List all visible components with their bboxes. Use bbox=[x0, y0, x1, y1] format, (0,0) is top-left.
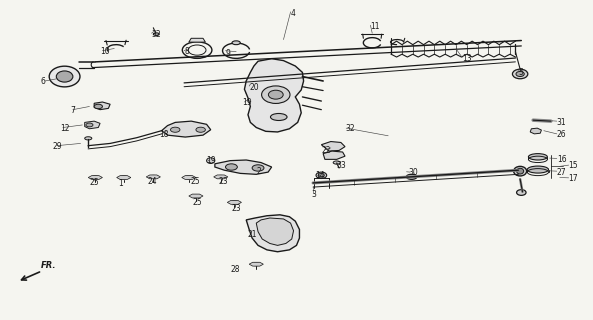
Polygon shape bbox=[256, 218, 294, 245]
Circle shape bbox=[170, 127, 180, 132]
Ellipse shape bbox=[517, 190, 526, 196]
Ellipse shape bbox=[516, 71, 524, 76]
Polygon shape bbox=[244, 59, 304, 132]
Polygon shape bbox=[246, 215, 299, 252]
Ellipse shape bbox=[49, 66, 80, 87]
Text: FR.: FR. bbox=[41, 261, 56, 270]
Text: 17: 17 bbox=[569, 174, 578, 183]
Ellipse shape bbox=[269, 90, 283, 99]
Text: 25: 25 bbox=[190, 177, 200, 186]
Text: 7: 7 bbox=[71, 106, 75, 115]
Ellipse shape bbox=[154, 33, 160, 36]
Polygon shape bbox=[146, 175, 161, 179]
Ellipse shape bbox=[56, 71, 73, 82]
Circle shape bbox=[86, 123, 93, 127]
Circle shape bbox=[225, 164, 237, 170]
Polygon shape bbox=[117, 176, 131, 180]
Ellipse shape bbox=[119, 176, 128, 179]
Text: 29: 29 bbox=[53, 142, 62, 151]
Text: 26: 26 bbox=[557, 130, 566, 139]
Polygon shape bbox=[181, 176, 196, 180]
Text: 27: 27 bbox=[557, 168, 566, 177]
Ellipse shape bbox=[252, 263, 261, 266]
Text: 15: 15 bbox=[569, 161, 578, 170]
Ellipse shape bbox=[512, 69, 528, 79]
Text: 23: 23 bbox=[218, 177, 228, 186]
Text: 19: 19 bbox=[206, 156, 216, 165]
Ellipse shape bbox=[85, 137, 92, 140]
Text: 28: 28 bbox=[230, 265, 240, 275]
Text: 2: 2 bbox=[256, 167, 261, 176]
Text: 14: 14 bbox=[315, 172, 325, 180]
Text: 30: 30 bbox=[409, 168, 419, 177]
Ellipse shape bbox=[232, 41, 240, 45]
Text: 1: 1 bbox=[118, 180, 123, 188]
Text: 8: 8 bbox=[184, 47, 189, 56]
Text: 32: 32 bbox=[345, 124, 355, 133]
Polygon shape bbox=[215, 160, 272, 174]
Text: 12: 12 bbox=[60, 124, 69, 133]
Text: 25: 25 bbox=[90, 178, 99, 187]
Text: 32: 32 bbox=[152, 30, 161, 39]
Polygon shape bbox=[189, 194, 203, 198]
Text: 3: 3 bbox=[311, 190, 316, 199]
Text: 22: 22 bbox=[321, 146, 331, 155]
Circle shape bbox=[252, 165, 264, 171]
Polygon shape bbox=[94, 102, 110, 110]
Ellipse shape bbox=[91, 176, 100, 179]
Text: 5: 5 bbox=[518, 68, 523, 77]
Ellipse shape bbox=[149, 175, 158, 179]
Ellipse shape bbox=[270, 114, 287, 121]
Text: 9: 9 bbox=[225, 49, 231, 58]
Polygon shape bbox=[249, 262, 263, 266]
Polygon shape bbox=[321, 141, 345, 151]
Ellipse shape bbox=[406, 174, 417, 180]
Polygon shape bbox=[323, 151, 345, 159]
Circle shape bbox=[94, 104, 103, 109]
Ellipse shape bbox=[262, 86, 290, 103]
Text: 21: 21 bbox=[248, 230, 257, 239]
Text: 4: 4 bbox=[291, 9, 295, 18]
Circle shape bbox=[196, 127, 205, 132]
Text: 19: 19 bbox=[242, 98, 251, 107]
Polygon shape bbox=[227, 200, 241, 204]
Ellipse shape bbox=[316, 172, 327, 179]
Text: 20: 20 bbox=[249, 83, 259, 92]
Polygon shape bbox=[530, 128, 541, 134]
Text: 6: 6 bbox=[41, 77, 46, 86]
Ellipse shape bbox=[206, 158, 215, 164]
Ellipse shape bbox=[230, 201, 239, 204]
Polygon shape bbox=[85, 121, 100, 129]
Text: 23: 23 bbox=[231, 204, 241, 213]
Text: 31: 31 bbox=[557, 118, 566, 127]
Ellipse shape bbox=[514, 166, 527, 176]
Text: 25: 25 bbox=[193, 197, 203, 206]
Ellipse shape bbox=[528, 154, 547, 160]
Text: 24: 24 bbox=[148, 177, 157, 186]
Text: 11: 11 bbox=[371, 22, 380, 31]
Text: 16: 16 bbox=[557, 155, 566, 164]
Polygon shape bbox=[88, 176, 103, 180]
Text: 33: 33 bbox=[337, 161, 346, 170]
Ellipse shape bbox=[184, 176, 193, 179]
Ellipse shape bbox=[517, 168, 524, 174]
Text: 10: 10 bbox=[100, 47, 110, 56]
Polygon shape bbox=[162, 121, 211, 137]
Text: 13: 13 bbox=[462, 53, 472, 62]
Polygon shape bbox=[189, 38, 205, 42]
Polygon shape bbox=[246, 80, 255, 85]
Polygon shape bbox=[246, 89, 255, 95]
Ellipse shape bbox=[216, 175, 225, 179]
Ellipse shape bbox=[527, 166, 549, 173]
Polygon shape bbox=[213, 175, 228, 179]
Text: 18: 18 bbox=[160, 130, 169, 139]
Ellipse shape bbox=[192, 195, 200, 197]
Ellipse shape bbox=[333, 161, 340, 164]
Ellipse shape bbox=[318, 173, 324, 177]
